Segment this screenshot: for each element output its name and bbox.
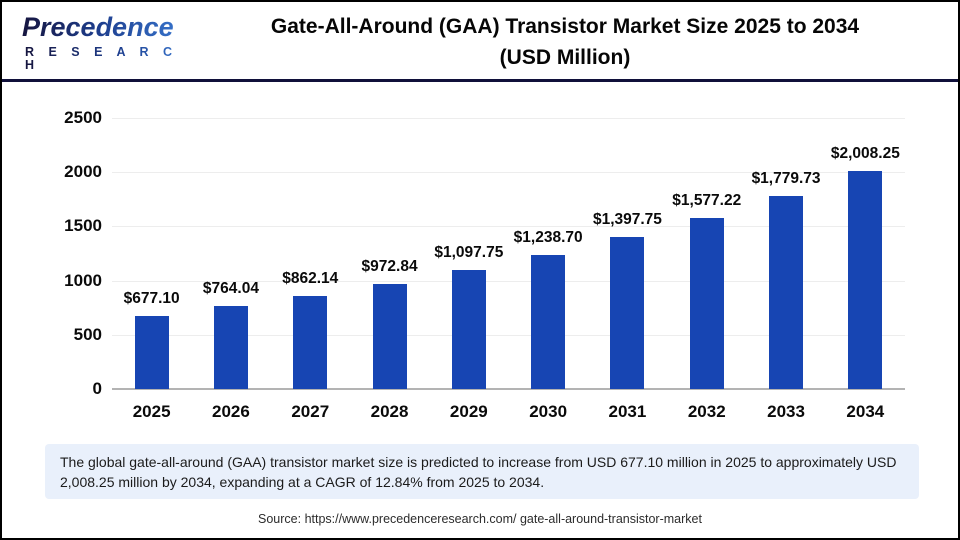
x-axis-tick-label: 2032: [687, 402, 726, 421]
bar-2029: [451, 270, 486, 389]
bar-2026: [213, 306, 248, 389]
bar-2032: [689, 218, 724, 389]
brand-logo-wordmark: Precedence: [22, 14, 197, 41]
x-axis-tick-label: 2026: [212, 402, 250, 421]
y-axis-tick-label: 1500: [64, 216, 102, 236]
header: Precedence R E S E A R C H Gate-All-Arou…: [2, 2, 958, 82]
gridline: [112, 226, 905, 228]
bar-2025: [134, 315, 169, 389]
bar-value-label: $2,008.25: [830, 145, 900, 163]
y-axis-tick-label: 2500: [64, 108, 102, 127]
chart-title: Gate-All-Around (GAA) Transistor Market …: [182, 11, 948, 73]
bar-value-label: $1,577.22: [672, 192, 742, 210]
bar-value-label: $862.14: [282, 269, 339, 287]
bar-2028: [372, 283, 407, 389]
bar-2031: [610, 237, 645, 389]
gridline: [112, 118, 905, 119]
bar-2027: [293, 295, 328, 389]
bar-value-label: $764.04: [202, 280, 259, 298]
gridline: [112, 334, 905, 336]
y-axis-tick-label: 500: [73, 324, 102, 344]
gridline: [112, 172, 905, 174]
x-axis-line: [112, 388, 905, 390]
brand-logo-subtitle: R E S E A R C H: [25, 46, 197, 71]
x-axis-tick-label: 2034: [846, 402, 885, 421]
brand-logo: Precedence R E S E A R C H: [22, 14, 197, 71]
bar-2030: [531, 254, 566, 389]
bar-2034: [848, 171, 883, 389]
y-axis-tick-label: 0: [92, 379, 102, 398]
chart-title-line1: Gate-All-Around (GAA) Transistor Market …: [270, 15, 860, 38]
x-axis-tick-label: 2029: [449, 402, 488, 421]
bar-value-label: $1,779.73: [751, 170, 821, 188]
x-axis-tick-label: 2030: [529, 402, 568, 421]
x-axis-tick-label: 2028: [370, 402, 409, 421]
bar-value-label: $972.84: [361, 257, 418, 275]
x-axis-tick-label: 2027: [291, 402, 330, 421]
y-axis-tick-label: 1000: [64, 270, 102, 290]
x-axis-tick-label: 2025: [132, 402, 171, 421]
bar-value-label: $677.10: [123, 289, 180, 307]
summary-note-text: The global gate-all-around (GAA) transis…: [60, 454, 897, 490]
summary-note: The global gate-all-around (GAA) transis…: [45, 444, 919, 499]
source-line: Source: https://www.precedenceresearch.c…: [258, 512, 702, 526]
bar-2033: [769, 196, 804, 389]
bar-value-label: $1,238.70: [513, 228, 583, 246]
x-axis-tick-label: 2033: [767, 402, 805, 421]
x-axis-tick-label: 2031: [608, 402, 647, 421]
bar-value-label: $1,097.75: [434, 244, 504, 261]
bar-value-label: $1,397.75: [592, 211, 662, 229]
chart-title-line2: (USD Million): [499, 46, 631, 69]
gridline: [112, 280, 905, 282]
y-axis-tick-label: 2000: [64, 162, 102, 182]
